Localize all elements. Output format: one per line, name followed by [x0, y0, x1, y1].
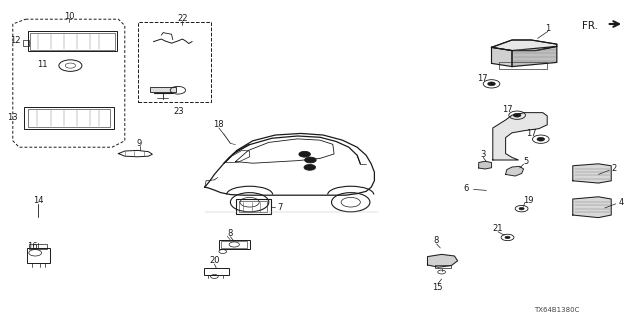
Polygon shape — [512, 46, 557, 67]
Bar — [239, 201, 267, 212]
Text: 11: 11 — [38, 60, 48, 69]
Text: 18: 18 — [214, 120, 224, 129]
Bar — [23, 40, 29, 46]
Bar — [27, 248, 50, 263]
Text: 21: 21 — [493, 224, 503, 233]
Polygon shape — [492, 40, 557, 51]
Bar — [221, 241, 247, 248]
Polygon shape — [479, 161, 492, 169]
Text: 1: 1 — [545, 24, 550, 33]
Text: 7: 7 — [277, 203, 282, 212]
Text: 5: 5 — [524, 157, 529, 166]
Polygon shape — [573, 164, 611, 183]
Circle shape — [488, 82, 495, 86]
Circle shape — [537, 137, 545, 141]
Bar — [435, 265, 451, 268]
Text: 2: 2 — [612, 164, 617, 173]
Text: 8: 8 — [434, 236, 439, 245]
Text: 4: 4 — [618, 198, 623, 207]
Polygon shape — [428, 254, 458, 267]
Circle shape — [299, 151, 310, 157]
Bar — [28, 109, 110, 127]
Bar — [29, 244, 47, 249]
Text: 19: 19 — [523, 196, 533, 204]
Bar — [150, 87, 176, 92]
Circle shape — [305, 157, 316, 163]
Circle shape — [304, 164, 316, 170]
Bar — [499, 62, 547, 69]
Bar — [204, 268, 229, 275]
Bar — [28, 31, 117, 51]
Bar — [24, 107, 114, 129]
Circle shape — [505, 236, 510, 239]
Polygon shape — [573, 197, 611, 218]
Bar — [30, 33, 115, 50]
Bar — [236, 199, 271, 214]
Text: 8: 8 — [228, 229, 233, 238]
Circle shape — [519, 207, 524, 210]
Polygon shape — [493, 113, 547, 160]
Bar — [138, 22, 211, 102]
Text: 6: 6 — [463, 184, 468, 193]
Text: 15: 15 — [433, 284, 443, 292]
Text: 22: 22 — [177, 14, 188, 23]
Polygon shape — [506, 166, 524, 176]
Text: 9: 9 — [137, 139, 142, 148]
Text: 17: 17 — [526, 129, 536, 138]
Text: TX64B1380C: TX64B1380C — [534, 308, 579, 313]
Bar — [219, 240, 250, 249]
Text: 20: 20 — [209, 256, 220, 265]
Circle shape — [513, 113, 521, 117]
Text: 23: 23 — [174, 107, 184, 116]
Text: 3: 3 — [481, 150, 486, 159]
Text: 12: 12 — [10, 36, 20, 44]
Text: 13: 13 — [7, 113, 18, 122]
Text: 17: 17 — [502, 105, 513, 114]
Polygon shape — [492, 47, 512, 67]
Text: 16: 16 — [27, 242, 37, 251]
Text: 17: 17 — [477, 74, 487, 83]
Text: FR.: FR. — [582, 20, 598, 31]
Text: 10: 10 — [64, 12, 74, 21]
Text: 14: 14 — [33, 196, 44, 205]
